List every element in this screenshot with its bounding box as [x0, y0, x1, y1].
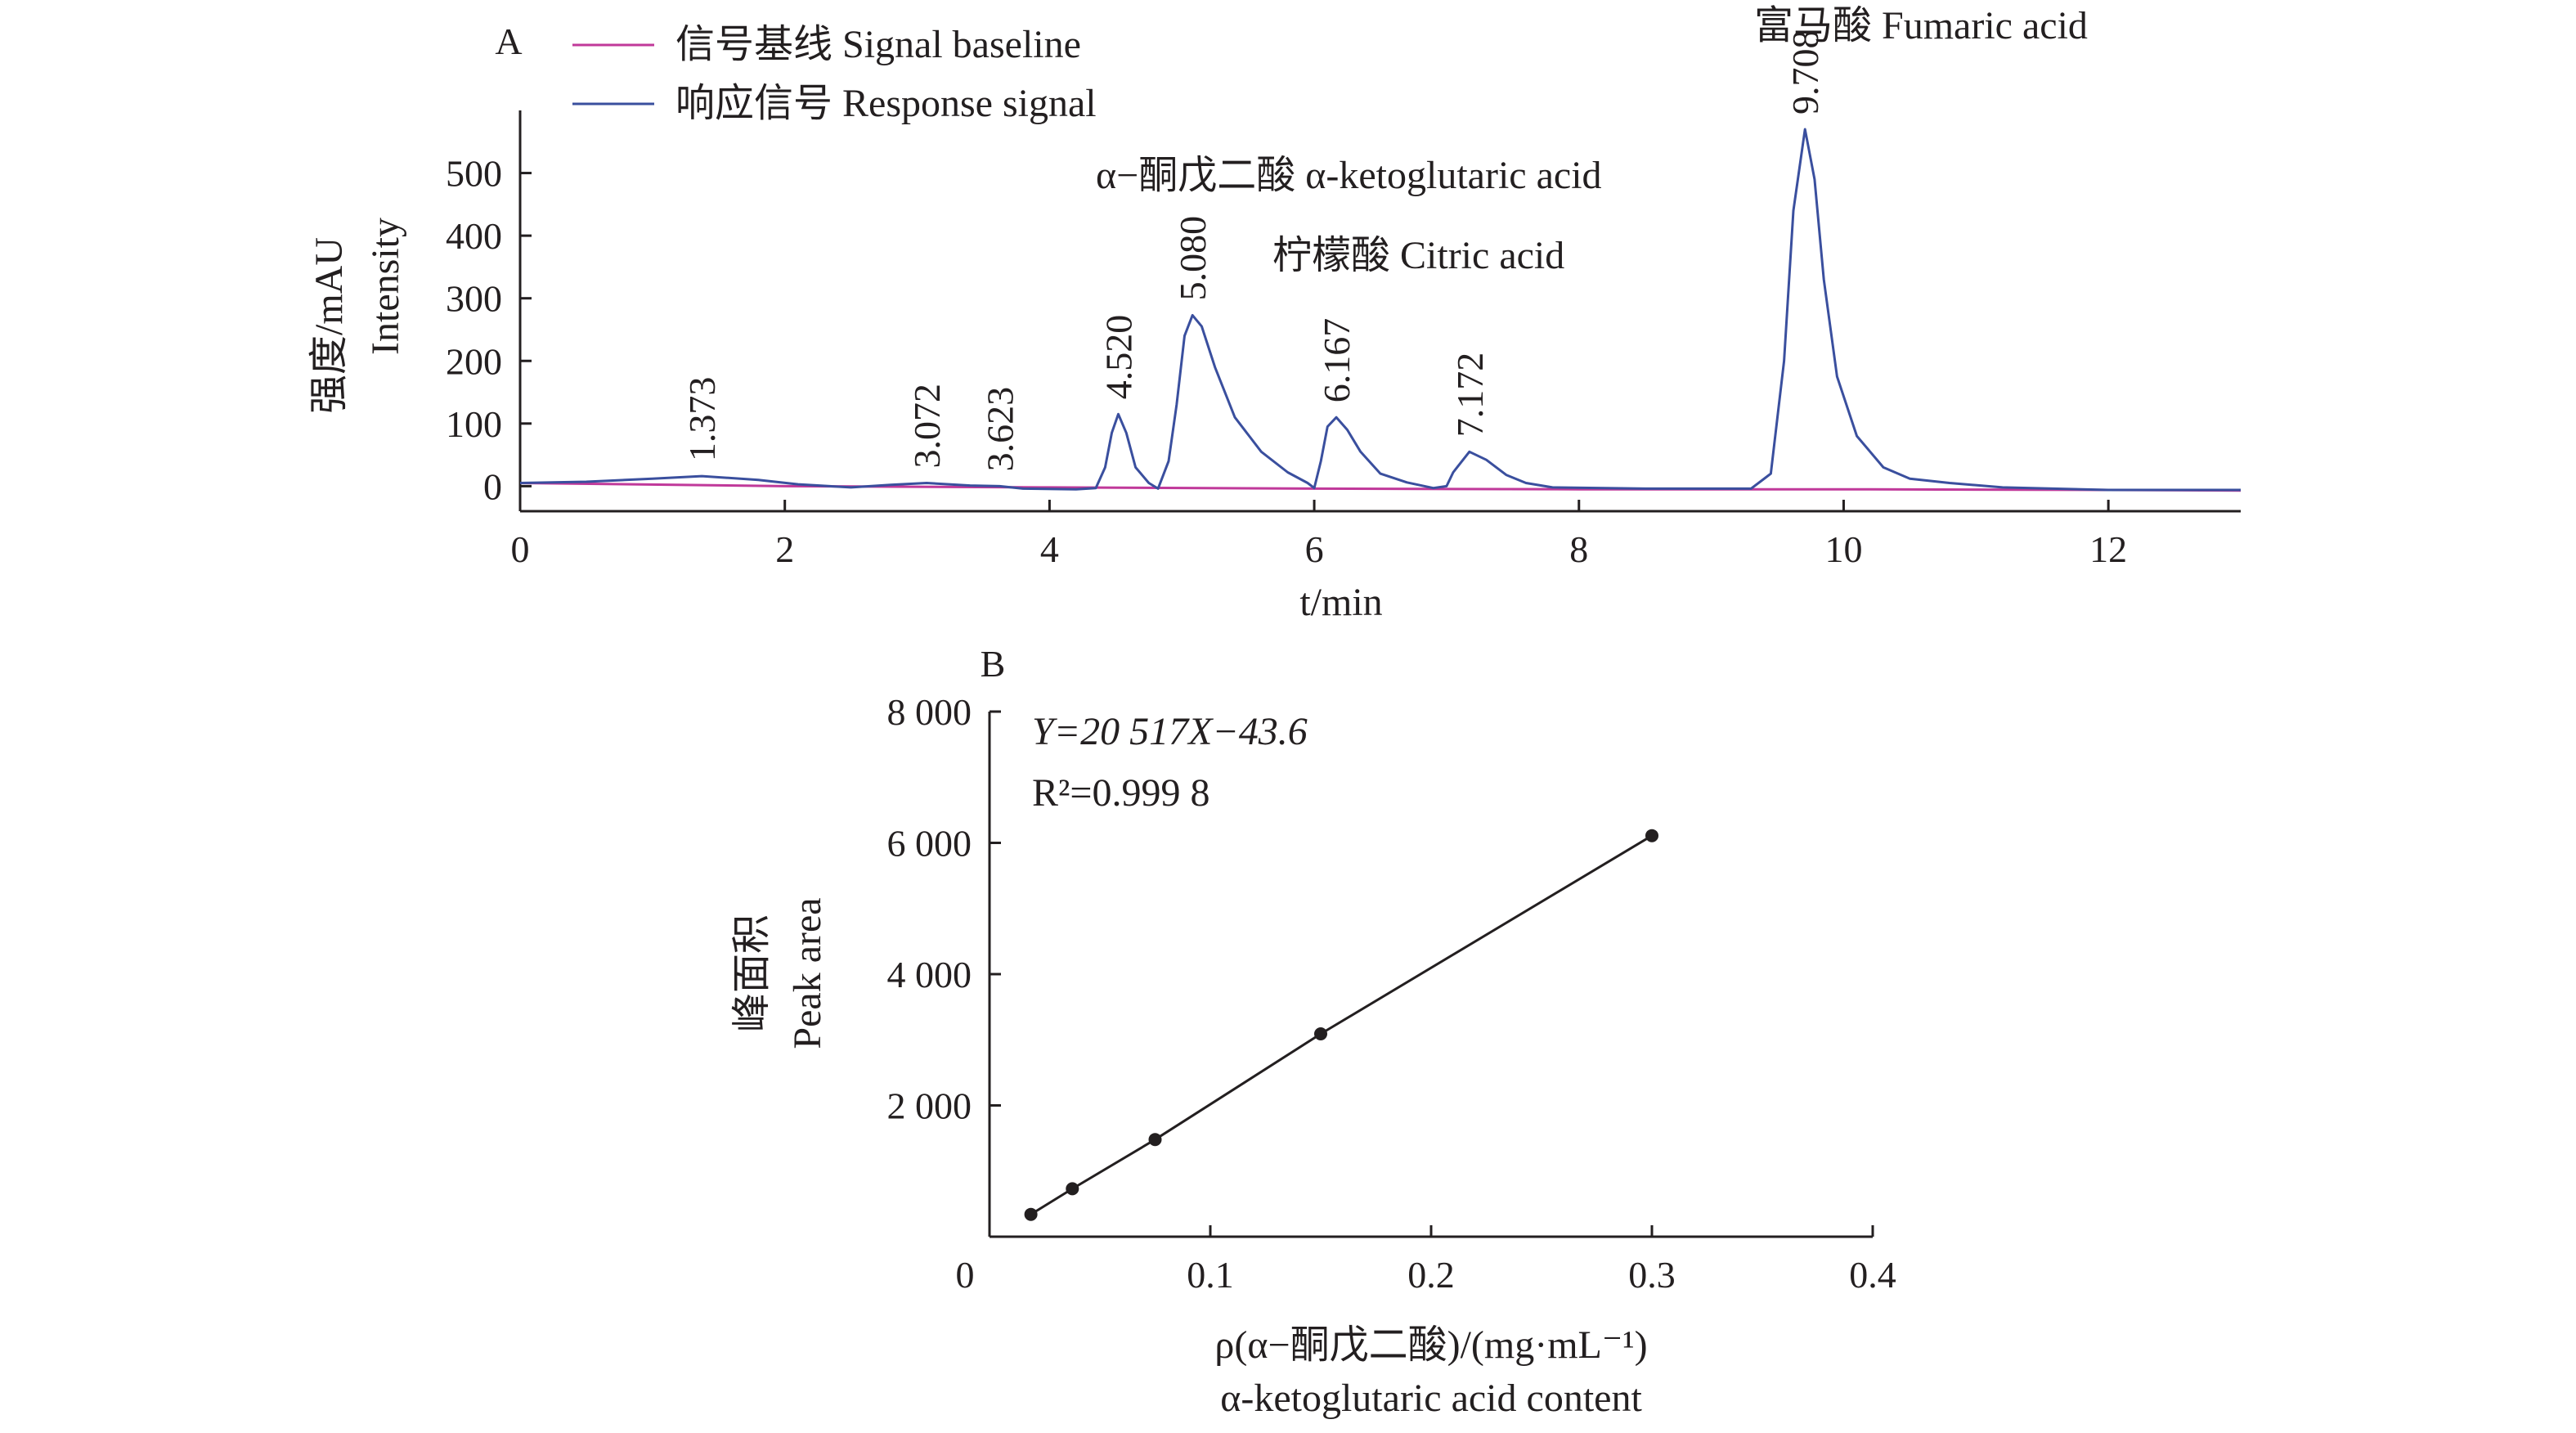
panel-a-label: A	[495, 20, 522, 62]
x-axis-title: t/min	[1299, 581, 1382, 624]
y-tick-label: 6 000	[887, 823, 972, 865]
peak-label: 9.708	[1784, 30, 1826, 115]
r-squared-text: R²=0.999 8	[1032, 771, 1209, 815]
data-point	[1314, 1027, 1327, 1040]
x-axis-ticks: 0 2 4 6 8 10 12	[511, 500, 2127, 570]
y-tick-label: 0	[483, 465, 502, 507]
y-axis-title-cn: 强度/mAU	[307, 237, 351, 414]
x-tick-label: 4	[1040, 528, 1059, 570]
peak-label: 4.520	[1098, 315, 1140, 400]
panel-b-label: B	[981, 643, 1006, 685]
x-axis-title-en-b: α-ketoglutaric acid content	[1220, 1377, 1642, 1420]
legend-label-response: 响应信号 Response signal	[675, 82, 1097, 125]
x-tick-label: 0	[956, 1254, 975, 1296]
data-point	[1066, 1182, 1079, 1196]
y-axis-title-cn-b: 峰面积	[730, 914, 774, 1032]
peak-label: 6.167	[1316, 318, 1358, 403]
y-axis-ticks-b: 2 000 4 000 6 000 8 000	[887, 691, 1001, 1127]
x-tick-label: 0.3	[1628, 1254, 1676, 1296]
annotation-fumaric: 富马酸 Fumaric acid	[1754, 4, 2088, 47]
y-tick-label: 300	[446, 278, 502, 320]
x-tick-label: 8	[1569, 528, 1588, 570]
x-tick-label: 6	[1305, 528, 1324, 570]
x-tick-label: 12	[2089, 528, 2127, 570]
y-tick-label: 4 000	[887, 954, 972, 995]
data-point	[1148, 1133, 1162, 1147]
calibration-line	[1030, 834, 1653, 1215]
y-tick-label: 400	[446, 215, 502, 257]
legend-label-baseline: 信号基线 Signal baseline	[675, 23, 1081, 66]
x-axis-ticks-b: 0 0.1 0.2 0.3 0.4	[956, 1225, 1896, 1296]
x-tick-label: 10	[1824, 528, 1862, 570]
peak-label: 3.623	[979, 387, 1021, 472]
chart-panel-b: B 峰面积 Peak area 2 000 4 000 6 000 8 000 0 0.…	[730, 643, 1896, 1420]
y-tick-label: 100	[446, 403, 502, 445]
y-tick-label: 8 000	[887, 691, 972, 733]
series-line-response	[519, 128, 2241, 492]
chart-panel-a: A 信号基线 Signal baseline 响应信号 Response sig…	[307, 4, 2242, 624]
x-axis-title-b: ρ(α−酮戊二酸)/(mg·mL⁻¹)	[1214, 1323, 1647, 1367]
x-tick-label: 0.1	[1187, 1254, 1234, 1296]
x-tick-label: 0	[511, 528, 530, 570]
y-axis-title-en: Intensity	[364, 218, 407, 355]
peak-label: 7.172	[1449, 353, 1491, 438]
y-tick-label: 500	[446, 153, 502, 195]
y-axis-title-en-b: Peak area	[786, 897, 829, 1049]
data-point	[1645, 829, 1658, 842]
x-tick-label: 0.2	[1407, 1254, 1455, 1296]
annotation-citric: 柠檬酸 Citric acid	[1272, 234, 1564, 277]
y-tick-label: 2 000	[887, 1085, 972, 1127]
peak-labels: 1.373 3.072 3.623 4.520 5.080 6.167 7.172 9.708	[681, 30, 1826, 472]
calibration-series	[1024, 829, 1658, 1221]
peak-label: 5.080	[1172, 216, 1214, 301]
series-group	[519, 128, 2242, 492]
annotation-ketoglutaric: α−酮戊二酸 α-ketoglutaric acid	[1096, 154, 1602, 197]
equation-text: Y=20 517X−43.6	[1032, 710, 1308, 753]
x-tick-label: 0.4	[1849, 1254, 1896, 1296]
y-tick-label: 200	[446, 340, 502, 382]
peak-label: 3.072	[906, 384, 948, 469]
legend: 信号基线 Signal baseline 响应信号 Response signa…	[572, 23, 1097, 125]
peak-label: 1.373	[681, 377, 723, 462]
data-point	[1024, 1207, 1038, 1221]
y-axis-ticks: 0 100 200 300 400 500	[446, 153, 532, 507]
x-tick-label: 2	[775, 528, 794, 570]
